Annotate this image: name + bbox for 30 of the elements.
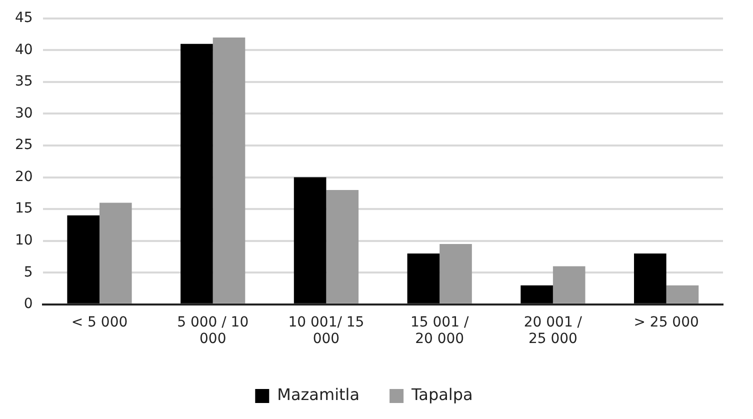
- bar: [666, 285, 699, 304]
- y-tick-label: 45: [14, 10, 33, 26]
- y-tick-label: 25: [14, 137, 33, 154]
- bar: [294, 177, 326, 304]
- y-tick-label: 5: [24, 264, 33, 280]
- y-tick-label: 40: [14, 42, 33, 58]
- x-tick-label: 15 001 / 20 000: [410, 314, 469, 348]
- bar: [99, 202, 132, 304]
- x-tick-label: 5 000 / 10 000: [177, 314, 249, 348]
- x-tick-label: 20 001 / 25 000: [524, 314, 582, 348]
- bar: [67, 215, 100, 304]
- y-tick-label: 35: [14, 74, 33, 90]
- bar: [407, 254, 440, 304]
- x-tick-label: 10 001/ 15 000: [288, 314, 364, 348]
- y-tick-label: 15: [14, 200, 33, 217]
- x-tick-label: > 25 000: [634, 314, 699, 330]
- bar: [180, 44, 213, 304]
- y-tick-label: 0: [24, 296, 33, 312]
- bar: [326, 190, 359, 304]
- bar: [212, 37, 246, 304]
- legend-label: Mazamitla: [277, 385, 360, 404]
- x-tick-label: < 5 000: [71, 314, 128, 330]
- bar: [634, 254, 666, 304]
- legend-label: Tapalpa: [410, 385, 473, 404]
- bar: [552, 266, 586, 304]
- y-tick-label: 10: [14, 232, 33, 248]
- bar: [440, 244, 472, 304]
- bar: [520, 285, 553, 304]
- y-tick-label: 30: [14, 105, 33, 122]
- y-tick-label: 20: [14, 168, 33, 185]
